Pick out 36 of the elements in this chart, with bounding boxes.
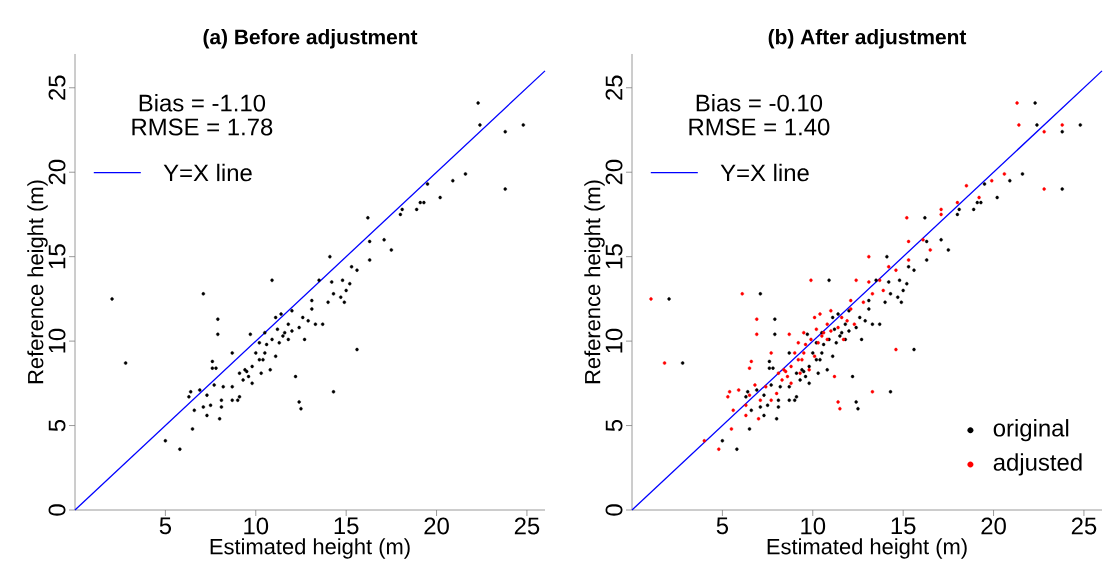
x-tick-label: 20: [981, 517, 1006, 535]
chart-title: (a) Before adjustment: [203, 29, 418, 49]
y-axis-title: Reference height (m): [27, 180, 48, 384]
legend-label: adjusted: [993, 453, 1082, 476]
x-tick-label: 10: [244, 517, 269, 535]
legend-label: original: [993, 419, 1069, 442]
annotation: Bias = -0.10: [696, 93, 823, 112]
y-tick-label: 0: [48, 504, 66, 516]
y-tick-label: 25: [48, 75, 66, 100]
annotation: Bias = -1.10: [139, 93, 266, 112]
annotation: RMSE = 1.40: [689, 118, 830, 136]
x-tick-label: 15: [334, 517, 359, 535]
chart-title: (b) After adjustment: [768, 29, 967, 49]
x-tick-label: 15: [891, 517, 916, 535]
x-axis-title: Estimated height (m): [210, 538, 410, 559]
y-tick-label: 10: [48, 328, 66, 353]
y-tick-label: 5: [48, 419, 66, 432]
y-tick-label: 15: [48, 244, 66, 269]
x-tick-label: 5: [716, 517, 729, 535]
legend-label: Y=X line: [163, 163, 252, 182]
y-tick-label: 15: [605, 244, 623, 269]
y-tick-label: 5: [605, 419, 623, 432]
x-tick-label: 25: [1071, 517, 1097, 535]
y-axis-title: Reference height (m): [584, 180, 605, 384]
x-tick-label: 10: [801, 517, 826, 535]
x-tick-label: 25: [514, 517, 540, 535]
legend-label: Y=X line: [720, 163, 809, 182]
y-tick-label: 25: [605, 75, 623, 100]
x-tick-label: 20: [424, 517, 449, 535]
y-tick-label: 20: [605, 159, 623, 185]
y-tick-label: 10: [605, 328, 623, 353]
y-tick-label: 0: [605, 504, 623, 516]
y-tick-label: 20: [48, 159, 66, 185]
x-tick-label: 5: [159, 517, 172, 535]
x-axis-title: Estimated height (m): [767, 538, 967, 559]
annotation: RMSE = 1.78: [132, 118, 273, 136]
